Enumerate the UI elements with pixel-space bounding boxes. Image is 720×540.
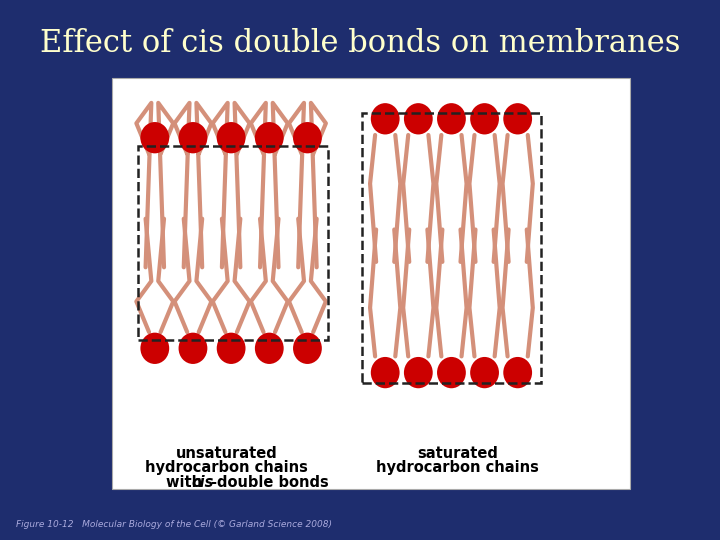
Ellipse shape bbox=[437, 103, 466, 134]
Text: -double bonds: -double bonds bbox=[211, 475, 329, 490]
Ellipse shape bbox=[255, 333, 284, 364]
Ellipse shape bbox=[503, 357, 532, 388]
Bar bbox=[138, 146, 328, 340]
Ellipse shape bbox=[179, 333, 207, 364]
Ellipse shape bbox=[255, 122, 284, 153]
Ellipse shape bbox=[470, 357, 499, 388]
Ellipse shape bbox=[371, 357, 400, 388]
Text: hydrocarbon chains: hydrocarbon chains bbox=[145, 460, 308, 475]
Ellipse shape bbox=[140, 122, 169, 153]
Text: Effect of cis double bonds on membranes: Effect of cis double bonds on membranes bbox=[40, 28, 680, 59]
Ellipse shape bbox=[503, 103, 532, 134]
Ellipse shape bbox=[404, 357, 433, 388]
Ellipse shape bbox=[437, 357, 466, 388]
Ellipse shape bbox=[140, 333, 169, 364]
Ellipse shape bbox=[217, 122, 246, 153]
Ellipse shape bbox=[470, 103, 499, 134]
Text: hydrocarbon chains: hydrocarbon chains bbox=[376, 460, 539, 475]
Text: saturated: saturated bbox=[417, 446, 498, 461]
Ellipse shape bbox=[404, 103, 433, 134]
Bar bbox=[112, 78, 630, 489]
Ellipse shape bbox=[293, 122, 322, 153]
Text: unsaturated: unsaturated bbox=[176, 446, 278, 461]
Text: cis: cis bbox=[192, 475, 214, 490]
Ellipse shape bbox=[293, 333, 322, 364]
Ellipse shape bbox=[217, 333, 246, 364]
Ellipse shape bbox=[371, 103, 400, 134]
Text: Figure 10-12   Molecular Biology of the Cell (© Garland Science 2008): Figure 10-12 Molecular Biology of the Ce… bbox=[16, 521, 332, 529]
Bar bbox=[362, 113, 541, 383]
Text: with: with bbox=[166, 475, 207, 490]
Ellipse shape bbox=[179, 122, 207, 153]
